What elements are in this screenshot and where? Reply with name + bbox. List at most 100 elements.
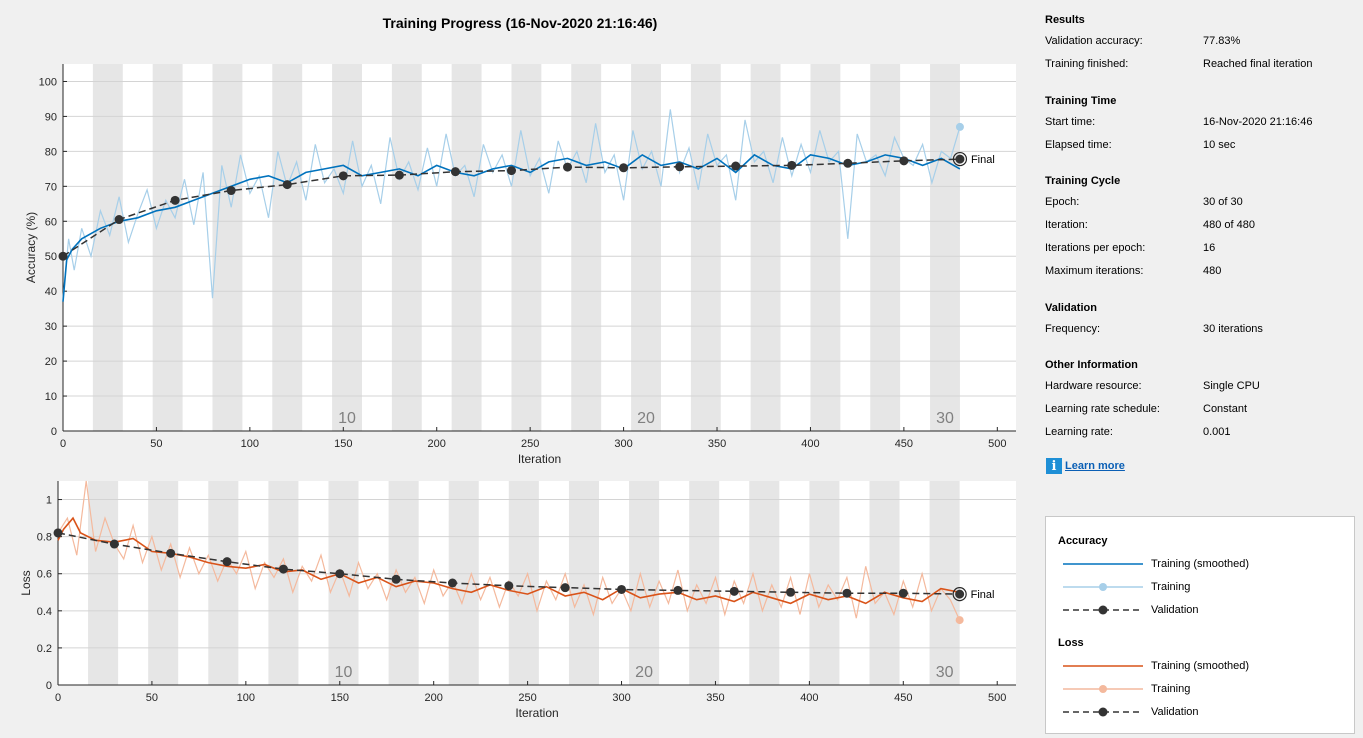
validation-point — [560, 583, 570, 593]
epoch-label: 20 — [637, 410, 655, 427]
training-cycle-section: Training Cycle Epoch: 30 of 30 Iteration:… — [1045, 175, 1355, 288]
training-cycle-title: Training Cycle — [1045, 175, 1121, 187]
x-tick-label: 300 — [612, 692, 630, 704]
validation-point — [109, 539, 119, 549]
validation-point — [282, 180, 292, 190]
epoch-band — [930, 64, 960, 431]
learn-more-label[interactable]: Learn more — [1065, 460, 1125, 472]
x-tick-label: 450 — [895, 438, 913, 450]
epoch-label: 30 — [936, 410, 954, 427]
results-title: Results — [1045, 14, 1085, 26]
validation-point — [619, 163, 629, 173]
y-tick-label: 30 — [45, 321, 57, 333]
validation-point — [563, 162, 573, 172]
validation-section: Validation Frequency: 30 iterations — [1045, 302, 1355, 346]
validation-point — [114, 215, 124, 225]
final-marker — [952, 587, 967, 602]
final-label: Final — [971, 589, 995, 601]
info-row: Hardware resource: Single CPU — [1045, 380, 1355, 403]
epoch-band — [568, 481, 599, 685]
other-information-section: Other Information Hardware resource: Sing… — [1045, 359, 1355, 449]
epoch-band — [212, 64, 243, 431]
x-tick-label: 450 — [894, 692, 912, 704]
legend-label: Training (smoothed) — [1151, 558, 1250, 570]
epoch-band — [148, 481, 179, 685]
validation-point — [504, 581, 514, 591]
validation-point — [955, 589, 965, 599]
validation-point — [58, 251, 68, 261]
validation-point — [898, 588, 908, 598]
legend-label: Validation — [1151, 604, 1199, 616]
info-key: Learning rate schedule: — [1045, 403, 1160, 415]
validation-point — [899, 156, 909, 166]
y-tick-label: 80 — [45, 146, 57, 158]
x-tick-label: 200 — [428, 438, 446, 450]
legend-label: Training — [1151, 581, 1191, 593]
legend-loss-title: Loss — [1058, 637, 1084, 649]
series-training-smoothed-line — [62, 153, 961, 302]
training-final-point — [955, 122, 964, 131]
legend: Accuracy Training (smoothed) Training Va… — [1045, 516, 1355, 734]
info-key: Epoch: — [1045, 196, 1080, 208]
epoch-band — [152, 64, 183, 431]
y-tick-label: 0.4 — [37, 606, 52, 618]
validation-point — [731, 161, 741, 171]
info-key: Maximum iterations: — [1045, 265, 1144, 277]
validation-point — [506, 166, 516, 176]
validation-point — [675, 162, 685, 172]
y-tick-label: 0.8 — [37, 532, 52, 544]
validation-point — [786, 587, 796, 597]
info-row: Frequency: 30 iterations — [1045, 323, 1355, 346]
y-tick-label: 90 — [45, 111, 57, 123]
info-key: Training finished: — [1045, 58, 1129, 70]
epoch-band — [272, 64, 303, 431]
info-value: Constant — [1203, 403, 1248, 415]
info-row: Iteration: 480 of 480 — [1045, 219, 1355, 242]
epoch-band — [810, 64, 841, 431]
legend-label: Training (smoothed) — [1151, 660, 1250, 672]
learn-more-link[interactable]: i Learn more — [1046, 458, 1125, 474]
x-tick-label: 400 — [801, 438, 819, 450]
x-tick-label: 50 — [146, 692, 158, 704]
validation-point — [53, 528, 63, 538]
info-key: Frequency: — [1045, 323, 1101, 335]
epoch-band — [750, 64, 781, 431]
x-tick-label: 100 — [237, 692, 255, 704]
info-icon[interactable]: i — [1046, 458, 1062, 474]
legend-accuracy-title: Accuracy — [1058, 535, 1108, 547]
info-key: Validation accuracy: — [1045, 35, 1143, 47]
y-tick-label: 0.6 — [37, 569, 52, 581]
info-row: Validation accuracy: 77.83% — [1045, 35, 1355, 58]
accuracy-plot: 0 10 20 30 40 50 60 70 80 90 100 0 50 100 150 200 250 300… — [24, 64, 1016, 466]
epoch-band — [809, 481, 840, 685]
results-section: Results Validation accuracy: 77.83% Train… — [1045, 14, 1355, 81]
validation-point — [843, 158, 853, 168]
y-tick-label: 0 — [51, 426, 57, 438]
epoch-band — [391, 64, 422, 431]
epoch-band — [208, 481, 239, 685]
x-tick-label: 400 — [800, 692, 818, 704]
x-tick-label: 500 — [988, 692, 1006, 704]
info-row: Start time: 16-Nov-2020 21:16:46 — [1045, 116, 1355, 139]
x-axis-label: Iteration — [515, 706, 558, 720]
final-marker — [952, 151, 968, 167]
validation-point — [226, 186, 236, 196]
info-row: Epoch: 30 of 30 — [1045, 196, 1355, 219]
legend-label: Training — [1151, 683, 1191, 695]
info-value: 16-Nov-2020 21:16:46 — [1203, 116, 1313, 128]
training-time-title: Training Time — [1045, 95, 1117, 107]
y-tick-label: 70 — [45, 181, 57, 193]
info-value: 30 iterations — [1203, 323, 1263, 335]
validation-point — [450, 167, 460, 177]
info-key: Learning rate: — [1045, 426, 1113, 438]
info-value: 480 of 480 — [1203, 219, 1255, 231]
validation-title: Validation — [1045, 302, 1097, 314]
info-key: Iteration: — [1045, 219, 1088, 231]
info-value: 0.001 — [1203, 426, 1231, 438]
epoch-band — [328, 481, 359, 685]
epoch-band — [869, 481, 900, 685]
info-key: Elapsed time: — [1045, 139, 1112, 151]
y-tick-label: 20 — [45, 356, 57, 368]
epoch-label: 10 — [338, 410, 356, 427]
epoch-label: 20 — [635, 664, 653, 681]
